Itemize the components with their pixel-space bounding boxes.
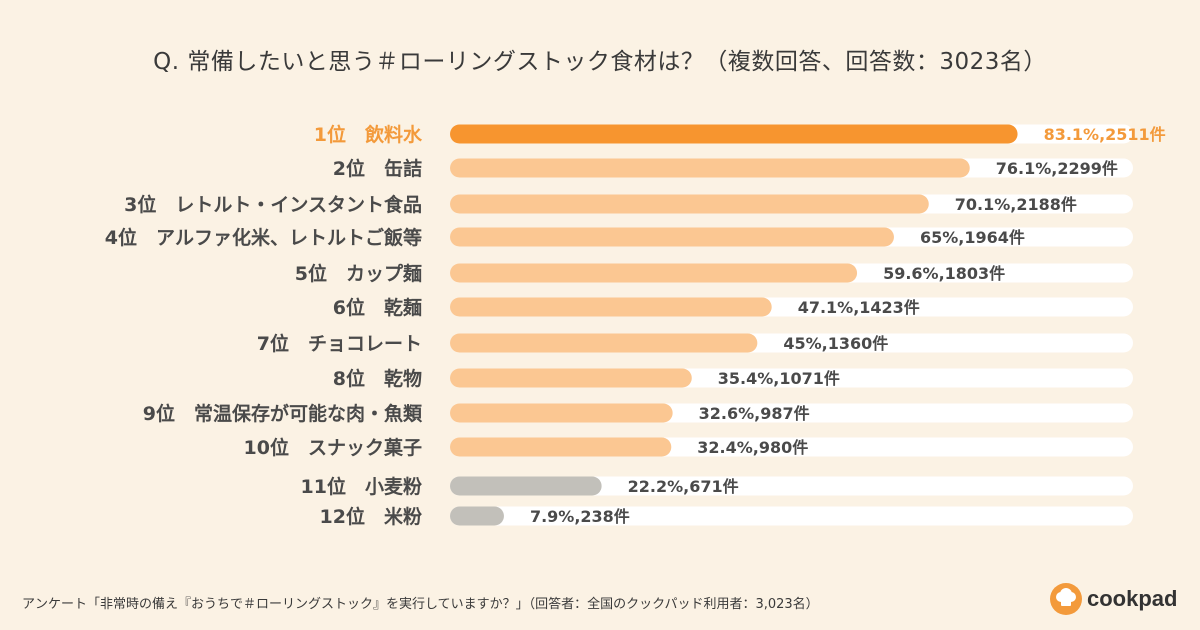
bar (450, 403, 673, 423)
brand-name: cookpad (1087, 586, 1178, 611)
data-label: 35.4%,1071件 (718, 369, 840, 388)
data-label: 76.1%,2299件 (996, 159, 1118, 178)
category-label: 3位 レトルト・インスタント食品 (124, 193, 422, 216)
bar (450, 194, 929, 214)
category-label: 9位 常温保存が可能な肉・魚類 (143, 402, 423, 425)
data-label: 7.9%,238件 (530, 507, 630, 526)
category-label: 10位 スナック菓子 (244, 436, 422, 459)
data-label: 59.6%,1803件 (883, 264, 1005, 283)
bar (450, 333, 758, 353)
bar (450, 476, 602, 496)
category-label: 7位 チョコレート (257, 332, 422, 355)
bar (450, 158, 970, 178)
category-label: 12位 米粉 (320, 505, 422, 528)
data-label: 22.2%,671件 (628, 477, 739, 496)
data-label: 65%,1964件 (920, 228, 1025, 247)
data-label: 45%,1360件 (783, 334, 888, 353)
category-label: 4位 アルファ化米、レトルトご飯等 (105, 226, 422, 249)
category-label: 2位 缶詰 (333, 157, 422, 180)
bar-track (450, 506, 1133, 526)
data-label: 70.1%,2188件 (955, 195, 1077, 214)
survey-footnote: アンケート「非常時の備え『おうちで＃ローリングストック』を実行していますか？」（… (22, 597, 819, 612)
category-label: 11位 小麦粉 (301, 475, 422, 498)
category-label: 1位 飲料水 (314, 123, 423, 146)
bar (450, 506, 504, 526)
chef-hat-icon (1050, 583, 1082, 615)
bar (450, 437, 672, 457)
bar (450, 297, 772, 317)
bar-track (450, 476, 1133, 496)
category-label: 6位 乾麺 (333, 296, 422, 319)
category-label: 8位 乾物 (333, 367, 422, 390)
cookpad-logo: cookpad (1050, 583, 1177, 615)
data-label: 47.1%,1423件 (798, 298, 920, 317)
bar (450, 124, 1018, 144)
data-label: 83.1%,2511件 (1044, 125, 1166, 144)
data-label: 32.6%,987件 (699, 404, 810, 423)
chart-title: Q. 常備したいと思う＃ローリングストック食材は？（複数回答、回答数：3023名… (153, 49, 1047, 75)
bar (450, 263, 858, 283)
bar-chart: 1位 飲料水 83.1%,2511件 2位 缶詰 76.1%,2299件 3位 レトルト… (105, 123, 1166, 528)
data-label: 32.4%,980件 (697, 438, 808, 457)
bar (450, 368, 692, 388)
category-label: 5位 カップ麺 (295, 262, 422, 285)
bar (450, 227, 894, 247)
